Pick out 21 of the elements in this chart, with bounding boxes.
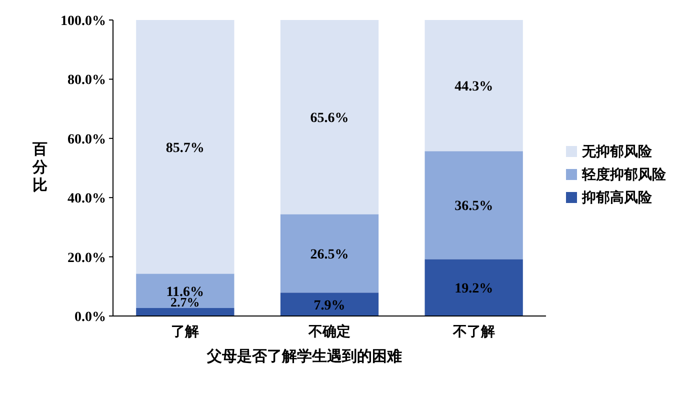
y-tick-label: 100.0%: [60, 14, 106, 29]
x-tick-label: 不了解: [452, 324, 495, 340]
data-label: 65.6%: [310, 111, 349, 126]
y-tick-label: 80.0%: [68, 73, 106, 88]
data-label: 44.3%: [454, 80, 494, 95]
legend-label: 抑郁高风险: [581, 189, 653, 206]
data-label: 7.9%: [314, 298, 346, 314]
data-label: 36.5%: [454, 199, 494, 214]
data-label: 19.2%: [454, 282, 494, 297]
legend-label: 轻度抑郁风险: [581, 166, 667, 183]
legend-label: 无抑郁风险: [581, 144, 653, 160]
y-axis-title: 百分比: [32, 142, 48, 194]
y-tick-label: 20.0%: [68, 250, 106, 266]
x-tick-label: 不确定: [308, 323, 350, 340]
y-tick-label: 0.0%: [74, 310, 106, 325]
y-tick-label: 60.0%: [68, 132, 106, 148]
x-axis-title: 父母是否了解学生遇到的困难: [206, 348, 402, 365]
x-tick-label: 了解: [171, 324, 200, 340]
data-label: 85.7%: [166, 140, 204, 156]
y-tick-label: 40.0%: [68, 192, 106, 207]
data-label: 26.5%: [310, 247, 349, 262]
